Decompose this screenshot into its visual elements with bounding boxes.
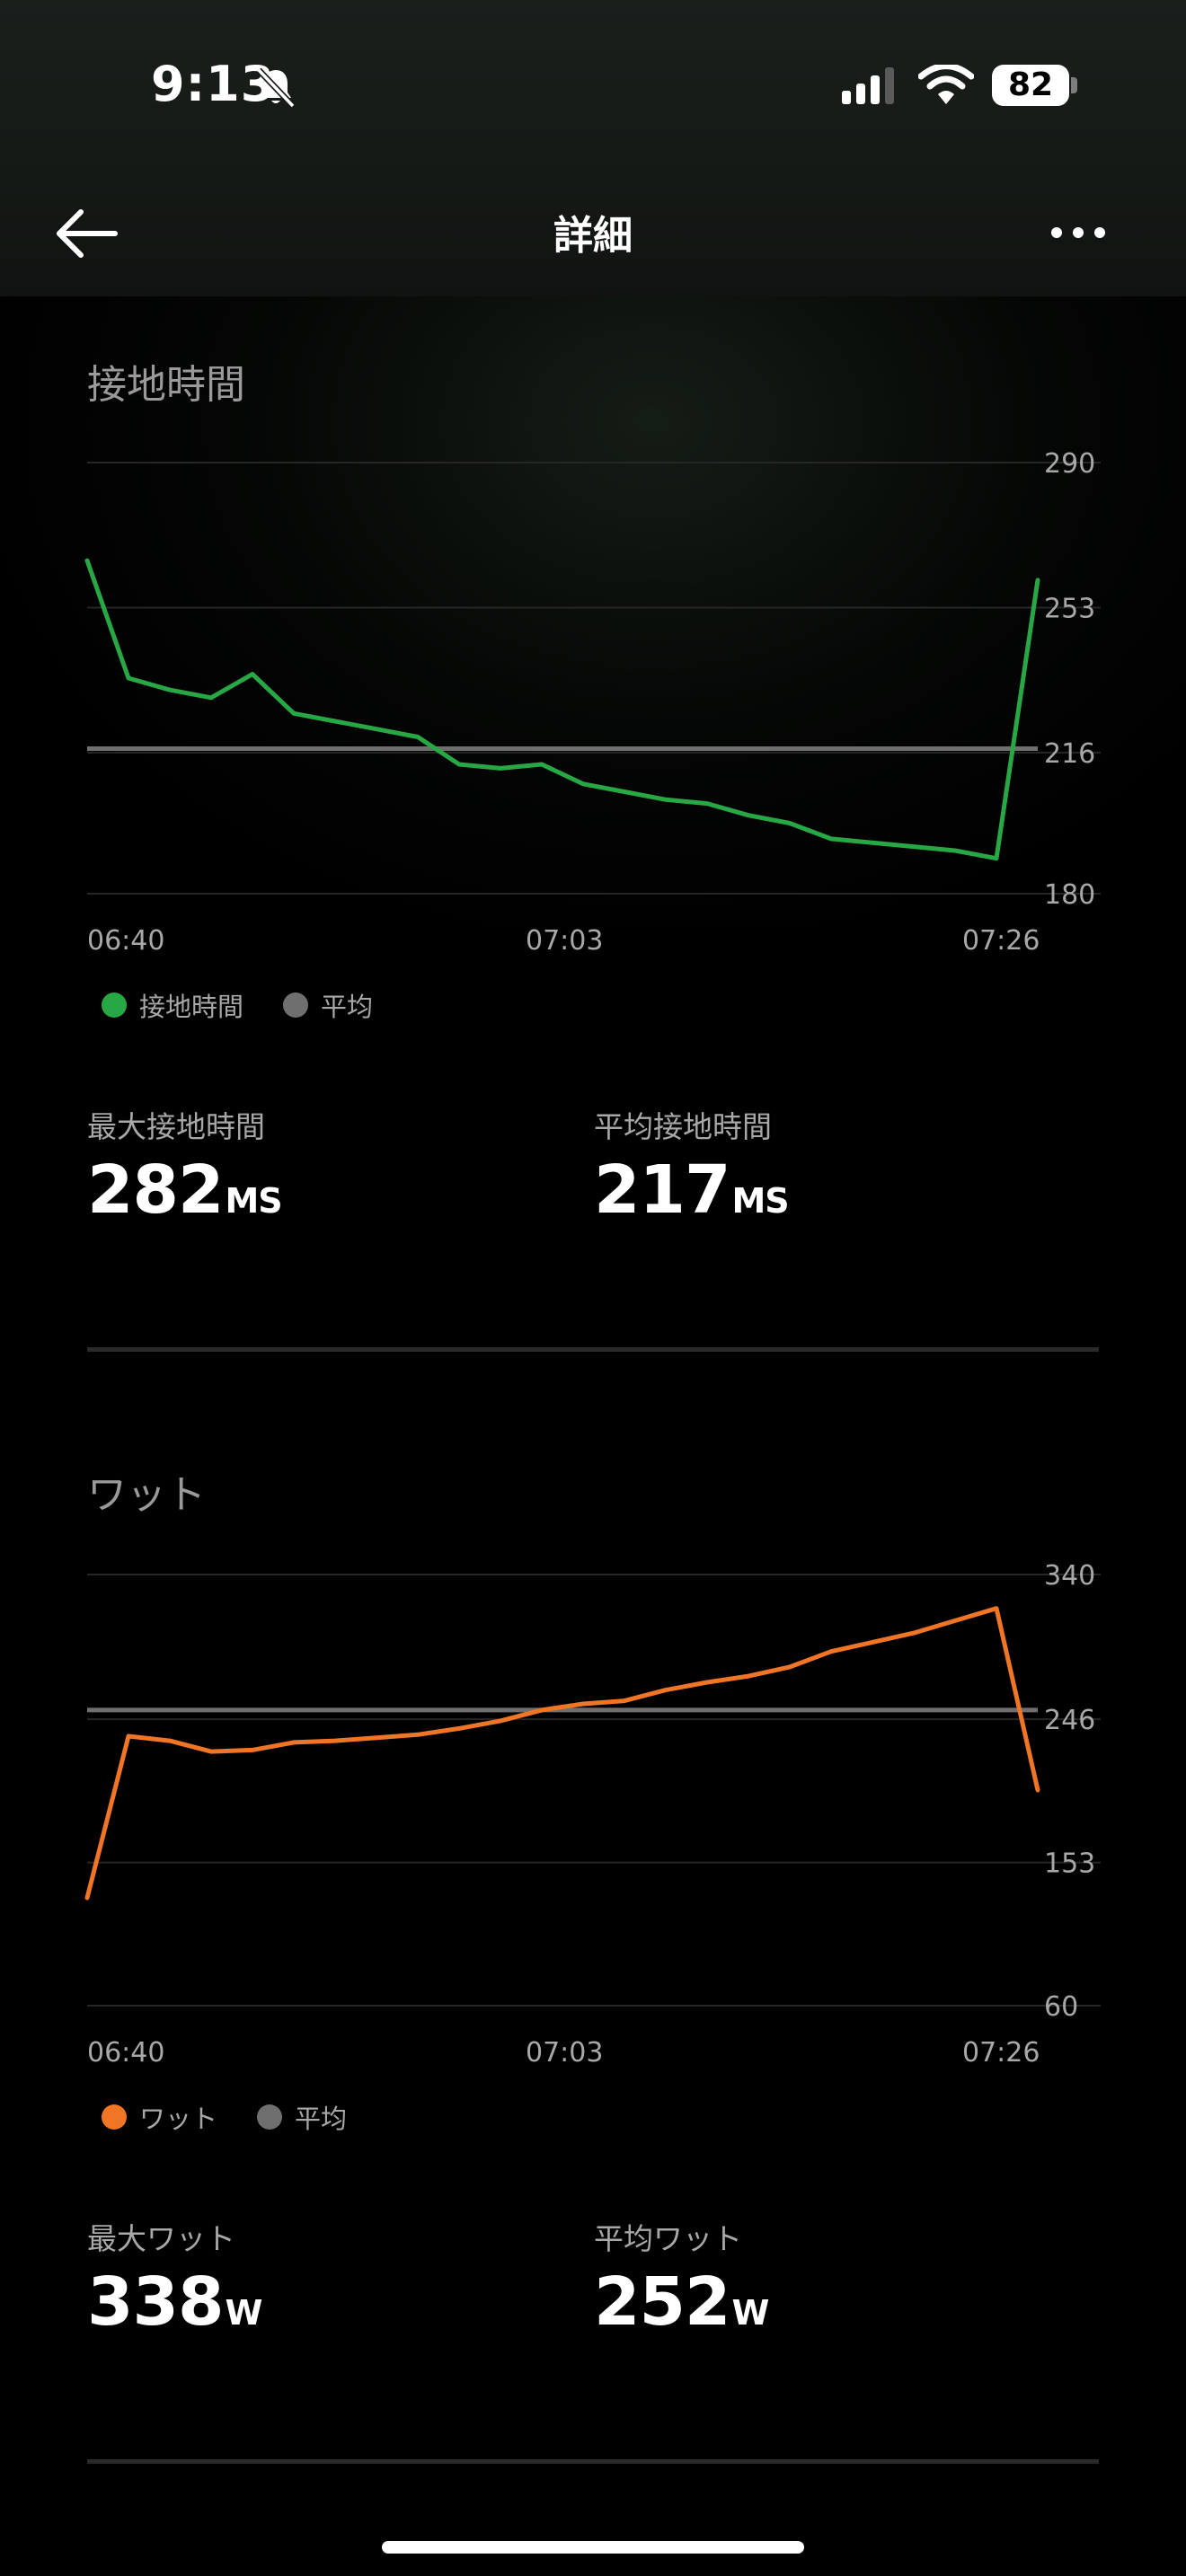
avg-ground-contact-stat: 平均接地時間 217MS xyxy=(594,1103,790,1229)
legend-item-average: 平均 xyxy=(257,2098,347,2136)
y-tick-label: 180 xyxy=(1044,879,1095,911)
ground-contact-chart: 290 253 216 180 xyxy=(84,449,1101,911)
chart-x-tick: 06:40 xyxy=(87,925,165,957)
home-indicator xyxy=(382,2541,804,2554)
legend-dot-orange xyxy=(102,2104,127,2130)
header-background xyxy=(0,0,1186,296)
chart-x-tick: 06:40 xyxy=(87,2037,165,2069)
stat-label: 最大接地時間 xyxy=(87,1109,265,1144)
page-title: 詳細 xyxy=(553,213,633,259)
section-divider xyxy=(87,2459,1099,2464)
more-options-icon[interactable] xyxy=(1049,210,1107,255)
section-divider xyxy=(87,1347,1099,1352)
y-tick-label: 246 xyxy=(1044,1705,1095,1736)
y-tick-label: 290 xyxy=(1044,449,1095,480)
legend-item-average: 平均 xyxy=(283,986,373,1024)
stat-unit: W xyxy=(731,2293,769,2333)
power-legend: ワット 平均 xyxy=(102,2098,386,2136)
legend-label: ワット xyxy=(139,2104,218,2134)
chart-x-tick: 07:03 xyxy=(526,925,604,957)
stat-label: 平均ワット xyxy=(594,2221,742,2256)
battery-level: 82 xyxy=(992,65,1069,106)
back-arrow-icon[interactable] xyxy=(56,207,119,260)
navigation-bar: 詳細 xyxy=(0,171,1186,296)
cellular-signal-icon xyxy=(842,67,894,104)
y-tick-label: 253 xyxy=(1044,593,1095,624)
stat-value: 217MS xyxy=(594,1151,790,1229)
stat-unit: MS xyxy=(731,1181,789,1221)
legend-dot-gray xyxy=(257,2104,283,2130)
max-ground-contact-stat: 最大接地時間 282MS xyxy=(87,1103,283,1229)
status-time: 9:13 xyxy=(151,56,276,112)
legend-item-series: 接地時間 xyxy=(102,986,243,1024)
stat-value: 252W xyxy=(594,2263,769,2341)
max-power-stat: 最大ワット 338W xyxy=(87,2215,262,2341)
y-tick-label: 60 xyxy=(1044,1991,1078,2023)
series-line xyxy=(84,558,1040,861)
background-glow xyxy=(0,296,1186,925)
stat-number: 338 xyxy=(87,2263,224,2341)
legend-label: 接地時間 xyxy=(139,992,244,1022)
series-line xyxy=(84,1606,1040,1901)
legend-label: 平均 xyxy=(321,992,374,1022)
stat-unit: MS xyxy=(225,1181,282,1221)
stat-label: 平均接地時間 xyxy=(594,1109,772,1144)
stat-number: 217 xyxy=(594,1151,730,1229)
chart-x-tick: 07:03 xyxy=(526,2037,604,2069)
stat-number: 252 xyxy=(594,2263,730,2341)
chart-x-tick: 07:26 xyxy=(962,925,1040,957)
power-chart: 340 246 153 60 xyxy=(84,1561,1101,2023)
bell-muted-icon xyxy=(256,67,296,109)
legend-item-series: ワット xyxy=(102,2098,217,2136)
y-tick-label: 216 xyxy=(1044,738,1095,770)
battery-tip xyxy=(1071,77,1077,93)
ground-contact-legend: 接地時間 平均 xyxy=(102,986,412,1024)
status-bar: 9:13 82 xyxy=(0,0,1186,171)
chart-x-tick: 07:26 xyxy=(962,2037,1040,2069)
legend-label: 平均 xyxy=(295,2104,348,2134)
y-tick-label: 153 xyxy=(1044,1848,1095,1880)
stat-number: 282 xyxy=(87,1151,224,1229)
wifi-icon xyxy=(918,65,974,104)
stat-unit: W xyxy=(225,2293,262,2333)
stat-label: 最大ワット xyxy=(87,2221,235,2256)
legend-dot-green xyxy=(102,992,127,1018)
stat-value: 338W xyxy=(87,2263,262,2341)
stat-value: 282MS xyxy=(87,1151,283,1229)
avg-power-stat: 平均ワット 252W xyxy=(594,2215,769,2341)
legend-dot-gray xyxy=(283,992,309,1018)
ground-contact-section-title: 接地時間 xyxy=(87,362,245,408)
power-section-title: ワット xyxy=(87,1472,206,1518)
y-tick-label: 340 xyxy=(1044,1561,1095,1592)
